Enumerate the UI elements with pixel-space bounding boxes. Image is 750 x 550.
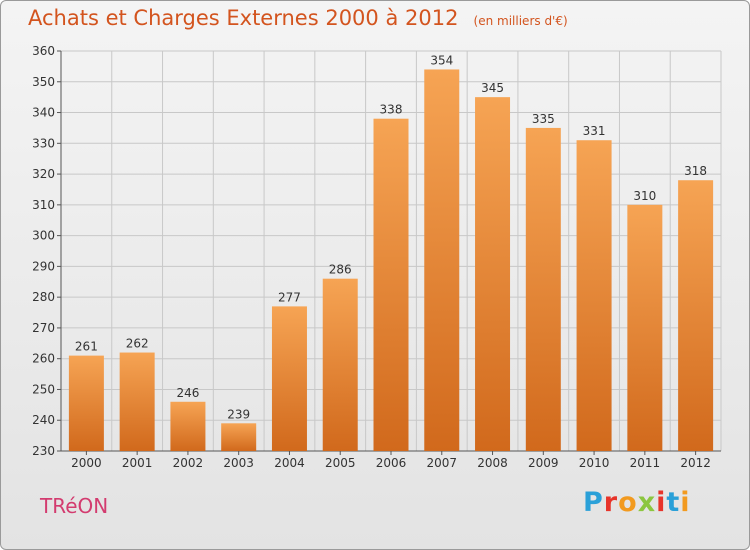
x-tick-label: 2012: [680, 456, 711, 470]
bar-2003: [221, 423, 257, 451]
data-label: 345: [481, 81, 504, 95]
logo-letter: t: [666, 487, 681, 518]
y-tick-label: 330: [32, 136, 55, 150]
bars: [68, 69, 714, 452]
x-tick-label: 2005: [325, 456, 356, 470]
x-tick-label: 2010: [579, 456, 610, 470]
x-tick-label: 2004: [274, 456, 305, 470]
bar-2009: [525, 127, 561, 451]
y-tick-label: 260: [32, 352, 55, 366]
bar-2008: [475, 97, 511, 452]
data-label: 338: [380, 103, 403, 117]
bar-2000: [68, 355, 104, 451]
logo-letter: i: [680, 487, 691, 518]
title-text: Achats et Charges Externes 2000 à 2012: [28, 6, 459, 30]
y-tick-label: 350: [32, 75, 55, 89]
data-label: 246: [176, 386, 199, 400]
logo-letter: r: [603, 487, 619, 518]
bar-2004: [271, 306, 307, 451]
data-label: 286: [329, 263, 352, 277]
data-label: 261: [75, 340, 98, 354]
y-tick-label: 270: [32, 321, 55, 335]
y-tick-label: 290: [32, 259, 55, 273]
axes: 230 240 250 260 270 280 290 300 310 320 330 340 350 3…: [32, 44, 721, 458]
chart-title: Achats et Charges Externes 2000 à 2012 (…: [28, 6, 568, 30]
y-tick-label: 280: [32, 290, 55, 304]
x-tick-label: 2002: [173, 456, 204, 470]
bar-2001: [119, 352, 155, 451]
logo-letter: x: [637, 487, 657, 518]
data-label: 277: [278, 290, 301, 304]
town-name: TRéON: [40, 494, 109, 518]
logo-letter: o: [618, 487, 638, 518]
data-label: 335: [532, 112, 555, 126]
x-tick-label: 2009: [528, 456, 559, 470]
x-tick-label: 2001: [122, 456, 153, 470]
bar-2012: [678, 180, 714, 451]
data-label: 331: [583, 124, 606, 138]
bar-2007: [424, 69, 460, 451]
x-tick-label: 2003: [223, 456, 254, 470]
data-label: 310: [633, 189, 656, 203]
data-label: 354: [430, 53, 453, 67]
bar-2005: [322, 278, 358, 451]
y-tick-label: 240: [32, 413, 55, 427]
data-label: 262: [126, 337, 149, 351]
x-tick-label: 2007: [426, 456, 457, 470]
x-tick-label: 2008: [477, 456, 508, 470]
x-tick-label: 2006: [376, 456, 407, 470]
bar-2006: [373, 118, 409, 451]
labels: 261 2000 262 2001 246 2002 239 2003 277 2004 286 20…: [71, 53, 711, 470]
logo-letter: P: [583, 487, 604, 518]
data-label: 318: [684, 164, 707, 178]
logo-letter: i: [656, 487, 667, 518]
y-tick-label: 320: [32, 167, 55, 181]
bar-2002: [170, 401, 206, 451]
y-tick-label: 300: [32, 229, 55, 243]
bar-2011: [627, 204, 663, 451]
x-tick-label: 2000: [71, 456, 102, 470]
y-tick-label: 310: [32, 198, 55, 212]
y-tick-label: 250: [32, 382, 55, 396]
y-tick-label: 360: [32, 44, 55, 58]
y-tick-label: 340: [32, 106, 55, 120]
y-tick-label: 230: [32, 444, 55, 458]
bar-2010: [576, 140, 612, 451]
proxiti-logo: Proxiti: [583, 487, 691, 518]
x-tick-label: 2011: [630, 456, 661, 470]
unit-text: (en milliers d'€): [473, 14, 568, 28]
data-label: 239: [227, 407, 250, 421]
